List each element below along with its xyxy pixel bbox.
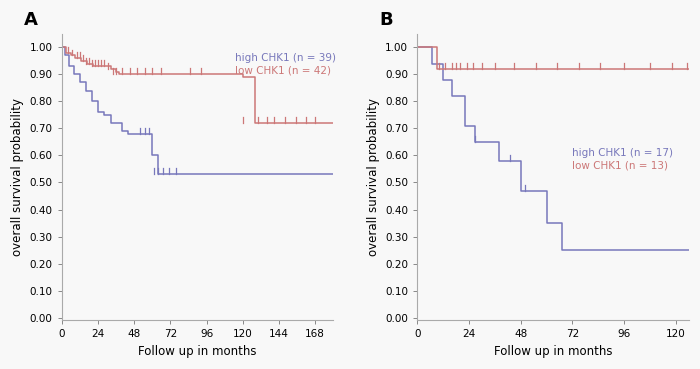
Y-axis label: overall survival probability: overall survival probability <box>367 98 379 256</box>
Y-axis label: overall survival probability: overall survival probability <box>11 98 24 256</box>
X-axis label: Follow up in months: Follow up in months <box>494 345 612 358</box>
Legend: high CHK1 (n = 39), low CHK1 (n = 42): high CHK1 (n = 39), low CHK1 (n = 42) <box>235 54 336 76</box>
Text: B: B <box>379 11 393 29</box>
Legend: high CHK1 (n = 17), low CHK1 (n = 13): high CHK1 (n = 17), low CHK1 (n = 13) <box>572 148 673 170</box>
Text: A: A <box>24 11 38 29</box>
X-axis label: Follow up in months: Follow up in months <box>139 345 257 358</box>
